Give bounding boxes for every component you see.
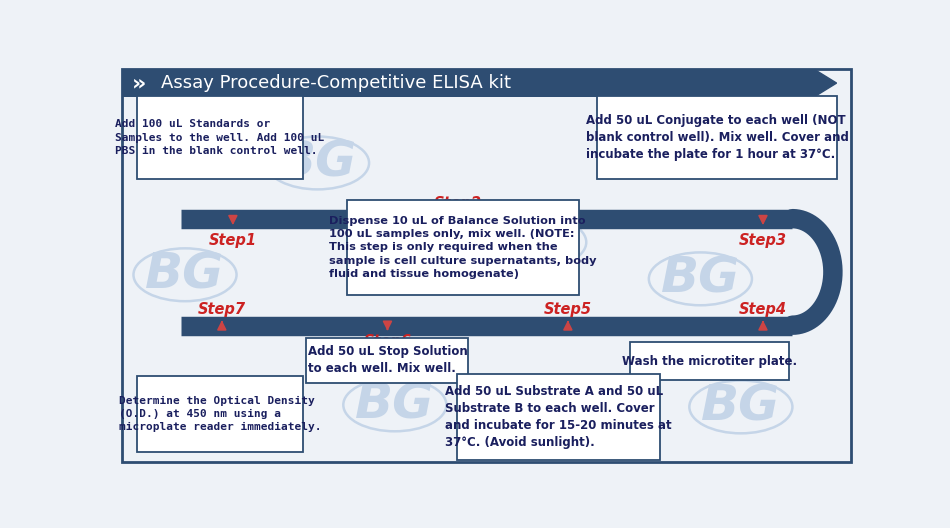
Text: Step4: Step4: [739, 302, 787, 317]
Text: Wash the microtiter plate.: Wash the microtiter plate.: [622, 355, 797, 367]
Text: BG: BG: [661, 255, 740, 303]
FancyBboxPatch shape: [631, 342, 788, 381]
FancyBboxPatch shape: [123, 70, 814, 97]
Text: Assay Procedure-Competitive ELISA kit: Assay Procedure-Competitive ELISA kit: [162, 74, 511, 92]
FancyBboxPatch shape: [598, 96, 837, 179]
Text: Step6: Step6: [364, 334, 411, 349]
Text: Step5: Step5: [543, 302, 592, 317]
Text: BG: BG: [701, 383, 781, 431]
Text: Step7: Step7: [198, 302, 246, 317]
Text: BG: BG: [145, 251, 224, 299]
Text: Step1: Step1: [209, 233, 256, 248]
Text: Step2: Step2: [433, 196, 482, 211]
FancyBboxPatch shape: [347, 200, 579, 295]
Text: »: »: [132, 73, 146, 93]
FancyBboxPatch shape: [137, 376, 303, 451]
FancyBboxPatch shape: [458, 374, 660, 460]
Text: BG: BG: [355, 381, 434, 429]
Text: Add 50 uL Substrate A and 50 uL
Substrate B to each well. Cover
and incubate for: Add 50 uL Substrate A and 50 uL Substrat…: [446, 385, 672, 449]
FancyBboxPatch shape: [137, 96, 303, 179]
Text: BG: BG: [278, 139, 357, 187]
Text: Step3: Step3: [739, 233, 787, 248]
Text: Determine the Optical Density
(O.D.) at 450 nm using a
microplate reader immedia: Determine the Optical Density (O.D.) at …: [119, 396, 321, 432]
Polygon shape: [814, 70, 837, 97]
Text: Add 50 uL Conjugate to each well (NOT
blank control well). Mix well. Cover and
i: Add 50 uL Conjugate to each well (NOT bl…: [585, 114, 848, 161]
FancyBboxPatch shape: [307, 338, 468, 382]
Text: Add 100 uL Standards or
Samples to the well. Add 100 uL
PBS in the blank control: Add 100 uL Standards or Samples to the w…: [115, 119, 325, 156]
Text: Dispense 10 uL of Balance Solution into
100 uL samples only, mix well. (NOTE:
Th: Dispense 10 uL of Balance Solution into …: [330, 216, 597, 279]
Text: BG: BG: [495, 218, 575, 266]
Text: Add 50 uL Stop Solution
to each well. Mix well.: Add 50 uL Stop Solution to each well. Mi…: [308, 345, 467, 375]
